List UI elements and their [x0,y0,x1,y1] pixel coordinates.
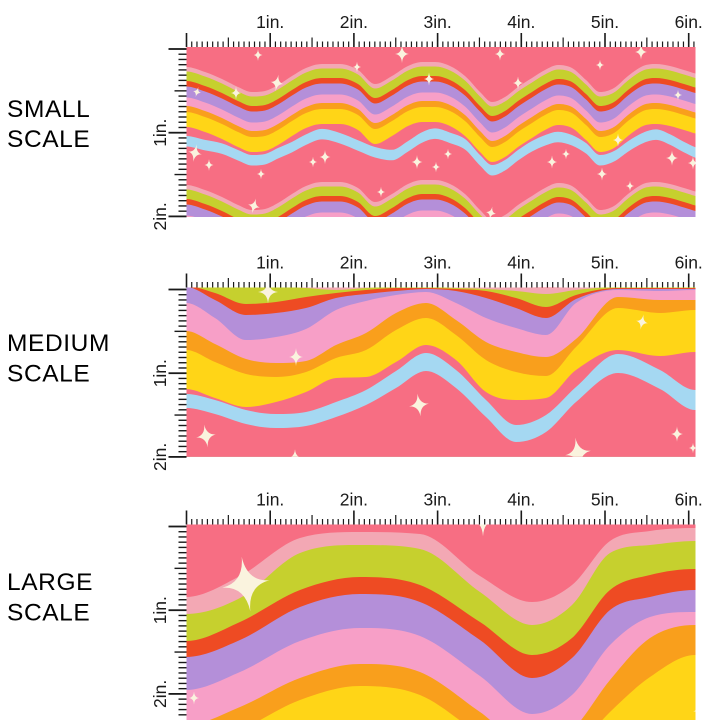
svg-text:4in.: 4in. [507,12,535,32]
svg-text:1in.: 1in. [150,119,170,147]
svg-text:1in.: 1in. [256,12,284,32]
svg-text:1in.: 1in. [256,490,284,510]
svg-text:SMALL: SMALL [7,96,90,123]
svg-text:6in.: 6in. [675,253,703,273]
svg-text:2in.: 2in. [340,12,368,32]
svg-text:6in.: 6in. [675,12,703,32]
svg-text:2in.: 2in. [340,490,368,510]
svg-text:MEDIUM: MEDIUM [7,330,110,357]
svg-text:1in.: 1in. [150,596,170,624]
svg-text:SCALE: SCALE [7,361,90,388]
svg-text:1in.: 1in. [256,253,284,273]
svg-text:5in.: 5in. [591,490,619,510]
svg-text:2in.: 2in. [150,443,170,471]
svg-text:4in.: 4in. [507,253,535,273]
svg-text:LARGE: LARGE [7,569,93,596]
svg-text:SCALE: SCALE [7,126,90,153]
svg-text:2in.: 2in. [340,253,368,273]
svg-text:3in.: 3in. [423,490,451,510]
svg-text:2in.: 2in. [150,202,170,230]
svg-text:2in.: 2in. [150,680,170,708]
svg-text:3in.: 3in. [423,12,451,32]
svg-text:5in.: 5in. [591,12,619,32]
svg-text:5in.: 5in. [591,253,619,273]
svg-text:6in.: 6in. [675,490,703,510]
svg-text:1in.: 1in. [150,359,170,387]
svg-text:3in.: 3in. [423,253,451,273]
svg-text:4in.: 4in. [507,490,535,510]
svg-text:SCALE: SCALE [7,600,90,627]
